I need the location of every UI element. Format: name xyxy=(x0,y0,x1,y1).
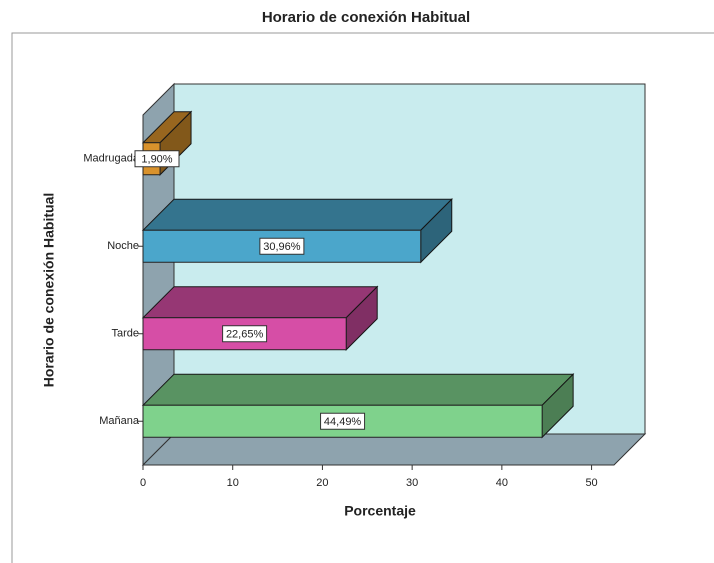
y-tick-label: Tarde xyxy=(111,328,139,340)
x-tick-label: 20 xyxy=(316,477,328,489)
value-label-box xyxy=(222,325,268,343)
y-tick-label: Madrugada xyxy=(83,153,140,165)
x-axis-label: Porcentaje xyxy=(344,503,416,519)
y-tick-label: Mañana xyxy=(99,415,140,427)
x-tick-label: 0 xyxy=(140,477,146,489)
value-label-box xyxy=(134,150,180,168)
value-label-box xyxy=(259,237,305,255)
bar-top xyxy=(141,373,575,406)
value-label: 30,96% xyxy=(263,241,301,253)
x-tick-label: 40 xyxy=(496,477,508,489)
value-label: 1,90% xyxy=(141,154,172,166)
bar-top xyxy=(141,198,453,231)
bar-top xyxy=(141,286,379,319)
x-tick-label: 10 xyxy=(227,477,239,489)
floor xyxy=(141,433,647,466)
value-label-box xyxy=(320,412,366,430)
x-tick-label: 50 xyxy=(585,477,597,489)
y-tick-label: Noche xyxy=(107,240,139,252)
value-label: 44,49% xyxy=(324,416,362,428)
y-axis-label: Horario de conexión Habitual xyxy=(41,193,57,387)
x-tick-label: 30 xyxy=(406,477,418,489)
frame xyxy=(11,32,714,563)
chart-title: Horario de conexión Habitual xyxy=(262,9,470,26)
value-label: 22,65% xyxy=(226,329,264,341)
